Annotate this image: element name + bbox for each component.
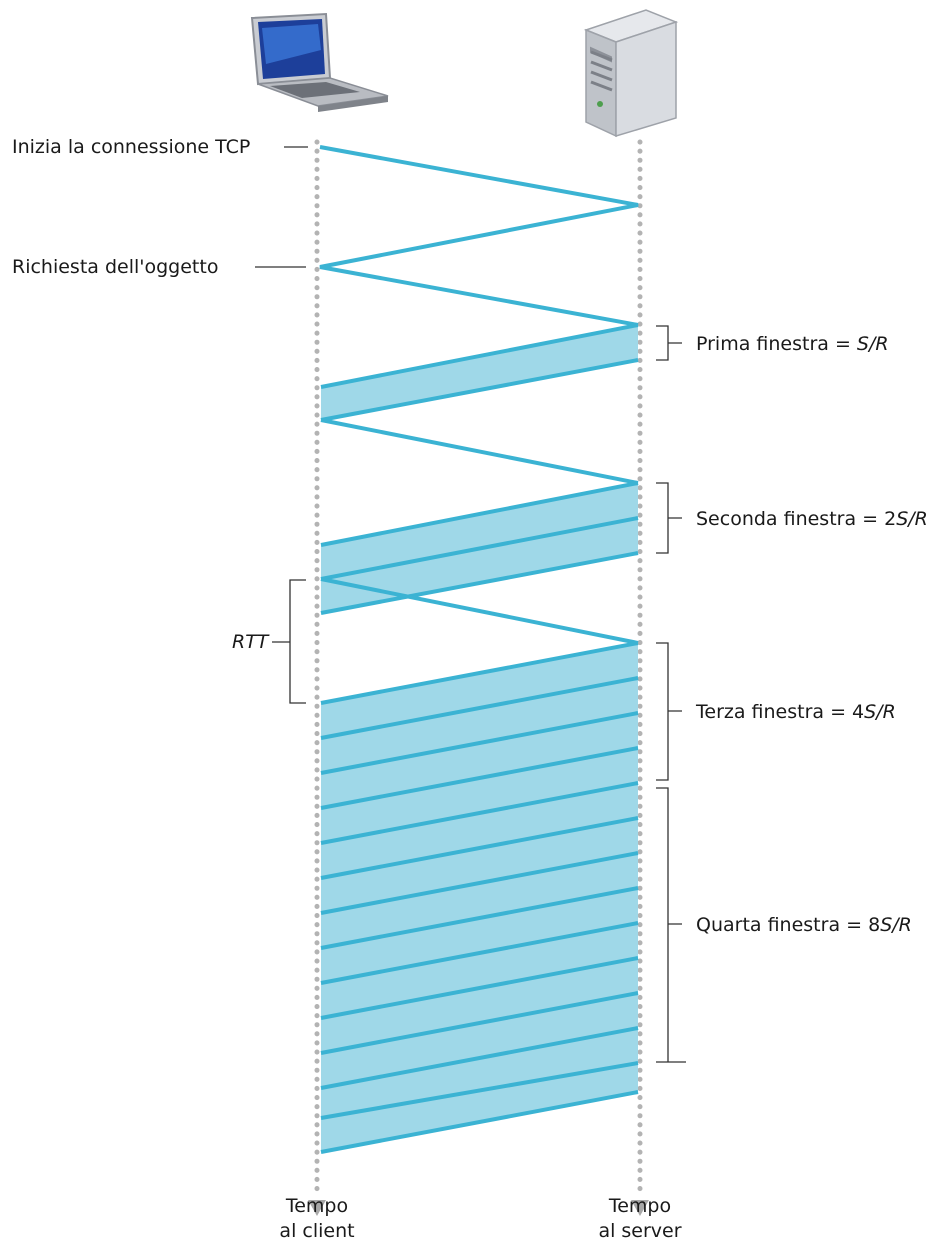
window-1-label: Prima finestra = S/R: [696, 333, 889, 355]
segment-line: [320, 851, 639, 915]
segment-line: [320, 1026, 639, 1090]
segment-line: [320, 1061, 639, 1120]
window-1-formula: S/R: [857, 333, 889, 355]
rtt-bracket: [272, 579, 306, 704]
segment-line: [320, 676, 639, 740]
segment-line: [320, 323, 639, 389]
window-3-bracket: [656, 642, 682, 781]
rtt-label: RTT: [232, 631, 270, 653]
segment-line: [320, 551, 639, 615]
window-3-formula: S/R: [864, 701, 896, 723]
window-1-bracket: [656, 325, 682, 361]
window-4-prefix: Quarta finestra = 8: [696, 914, 880, 936]
segment-line: [320, 516, 639, 581]
window-1-prefix: Prima finestra =: [696, 333, 857, 355]
window-2-bracket: [656, 482, 682, 554]
tcp-handshake-messages: [319, 145, 639, 327]
client-time-caption-line1: Tempo: [285, 1195, 348, 1217]
window-4-formula: S/R: [880, 914, 912, 936]
data-segments: [320, 323, 639, 1154]
segment-line: [320, 358, 639, 422]
window-2-prefix: Seconda finestra = 2: [696, 508, 896, 530]
start-connection-label: Inizia la connessione TCP: [12, 136, 250, 158]
window-3-label: Terza finestra = 4S/R: [695, 701, 896, 723]
window-4-bracket: [656, 787, 686, 1063]
server-time-caption-line1: Tempo: [608, 1195, 671, 1217]
segment-line: [320, 886, 639, 950]
window-2-label: Seconda finestra = 2S/R: [696, 508, 928, 530]
segment-line: [320, 956, 639, 1020]
object-request-label: Richiesta dell'oggetto: [12, 256, 218, 278]
window-3-4-band: [321, 643, 638, 1152]
segment-line: [320, 746, 639, 810]
server-time-caption-line2: al server: [598, 1220, 681, 1242]
client-time-caption-line2: al client: [279, 1220, 354, 1242]
client-time-arrow: [308, 1200, 326, 1216]
ack-line: [320, 418, 639, 485]
segment-line: [320, 991, 639, 1055]
segment-line: [320, 921, 639, 985]
server-icon: [583, 9, 679, 138]
window-2-formula: S/R: [896, 508, 928, 530]
segment-line: [320, 1090, 639, 1154]
laptop-icon: [250, 12, 389, 112]
segment-line: [320, 781, 639, 845]
segment-line: [320, 711, 639, 775]
ack-line: [320, 577, 639, 645]
window-3-prefix: Terza finestra = 4: [695, 701, 864, 723]
segment-line: [320, 641, 639, 705]
segment-line: [320, 481, 639, 547]
window-4-label: Quarta finestra = 8S/R: [696, 914, 912, 936]
window-1-band: [321, 325, 638, 420]
segment-line: [320, 816, 639, 880]
server-time-arrow: [631, 1200, 649, 1216]
